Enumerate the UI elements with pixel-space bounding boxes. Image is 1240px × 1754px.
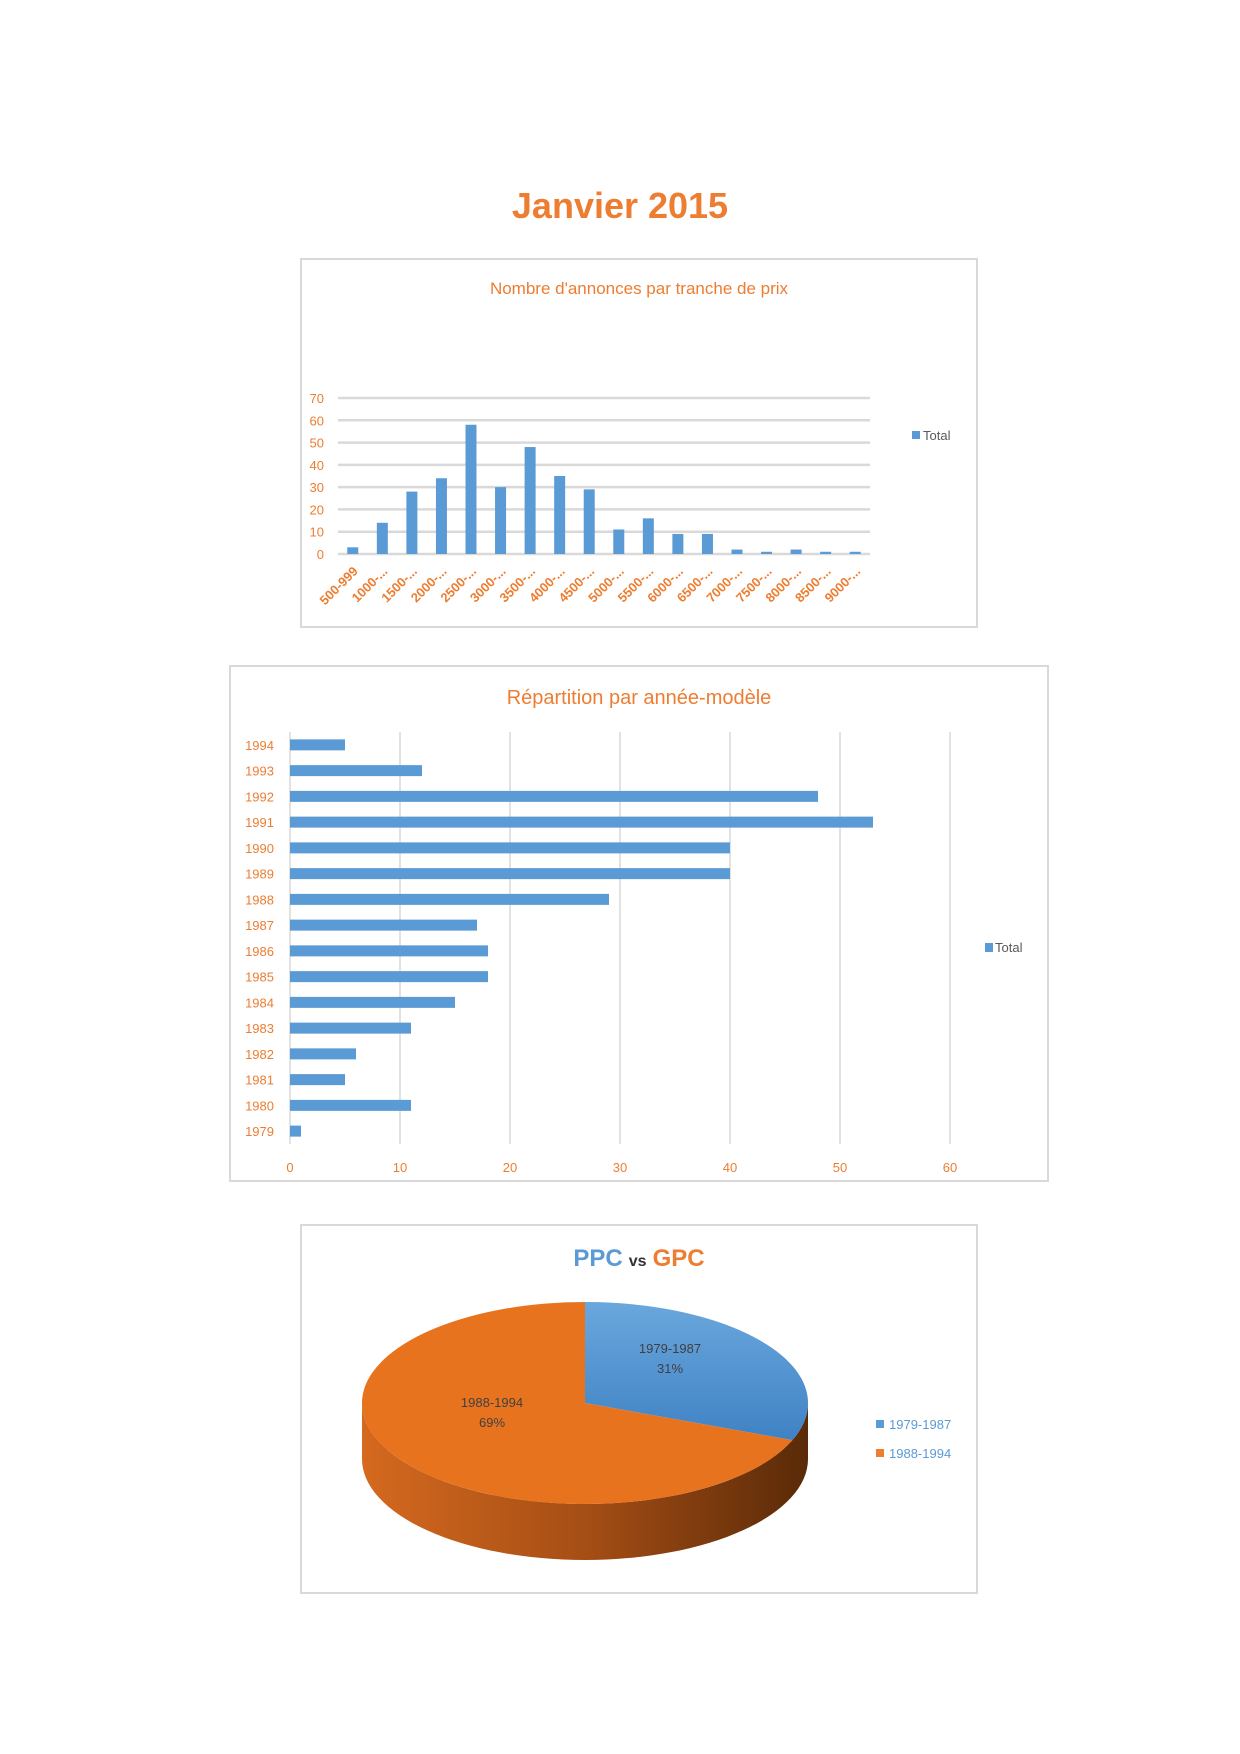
- x-tick-label: 60: [943, 1160, 957, 1175]
- pie-data-label: 1988-1994: [461, 1395, 523, 1410]
- pie-chart-svg: PPC vs GPC 1979-1987 31% 1979-1987 1988-1994 6…: [362, 1245, 951, 1560]
- pie-title: PPC vs GPC: [573, 1245, 704, 1272]
- x-tick-label: 50: [833, 1160, 847, 1175]
- bar: [290, 1074, 345, 1086]
- bar: [554, 476, 566, 554]
- model-year-chart-svg: Répartition par année-modèle 0 10 20 30 40 50…: [245, 687, 1023, 1175]
- price-range-chart: Nombre d'annonces par tranche de prix 0 1…: [300, 258, 978, 628]
- y-tick-label: 20: [310, 502, 324, 517]
- x-tick-label: 20: [503, 1160, 517, 1175]
- y-tick-label: 0: [317, 547, 324, 562]
- y-tick-label: 1987: [245, 918, 274, 933]
- bar: [290, 816, 873, 828]
- bar: [290, 1125, 301, 1137]
- bar: [290, 1099, 411, 1111]
- y-tick-label: 1989: [245, 867, 274, 882]
- legend-label: 1988-1994: [889, 1446, 951, 1461]
- bar: [790, 549, 802, 554]
- pie-chart: PPC vs GPC 1979-1987 31% 1979-1987 1988-1994 6…: [300, 1224, 978, 1594]
- bar: [672, 533, 684, 554]
- y-tick-label: 1980: [245, 1098, 274, 1113]
- bar: [347, 547, 359, 554]
- bar: [290, 739, 345, 751]
- y-tick-label: 60: [310, 413, 324, 428]
- x-tick-label: 10: [393, 1160, 407, 1175]
- y-tick-label: 1982: [245, 1047, 274, 1062]
- bar: [849, 551, 861, 554]
- y-tick-label: 1990: [245, 841, 274, 856]
- price-range-chart-svg: Nombre d'annonces par tranche de prix 0 1…: [310, 279, 951, 608]
- legend-label: Total: [995, 940, 1023, 955]
- y-tick-label: 1986: [245, 944, 274, 959]
- bar: [290, 842, 730, 854]
- y-tick-label: 1991: [245, 815, 274, 830]
- bar: [290, 765, 422, 777]
- y-tick-label: 10: [310, 525, 324, 540]
- pie-data-value: 69%: [479, 1415, 505, 1430]
- y-tick-label: 50: [310, 436, 324, 451]
- bar: [406, 491, 418, 554]
- chart-title: Nombre d'annonces par tranche de prix: [490, 279, 789, 298]
- bar: [290, 919, 477, 931]
- bar: [290, 1048, 356, 1060]
- y-tick-label: 1984: [245, 995, 274, 1010]
- bar: [376, 522, 388, 554]
- y-tick-label: 1992: [245, 789, 274, 804]
- bar: [465, 424, 477, 554]
- pie-data-label: 1979-1987: [639, 1341, 701, 1356]
- bar: [290, 893, 609, 905]
- bar: [613, 529, 625, 554]
- bar: [290, 945, 488, 957]
- pie-side-1988-1994: [362, 1403, 808, 1560]
- bar: [761, 551, 773, 554]
- page-title: Janvier 2015: [511, 185, 729, 226]
- y-tick-label: 1993: [245, 764, 274, 779]
- x-tick-label: 30: [613, 1160, 627, 1175]
- pie-slice-1988-1994: [362, 1302, 793, 1504]
- chart-title: Répartition par année-modèle: [507, 687, 772, 709]
- bar: [290, 790, 818, 802]
- y-tick-label: 70: [310, 391, 324, 406]
- legend-swatch: [912, 431, 920, 439]
- bar: [731, 549, 743, 554]
- title-vs: vs: [629, 1253, 647, 1270]
- bar: [435, 478, 447, 554]
- bar: [290, 971, 488, 983]
- legend-swatch: [876, 1449, 884, 1457]
- bar: [290, 996, 455, 1008]
- y-tick-label: 1988: [245, 892, 274, 907]
- bar: [290, 868, 730, 880]
- model-year-chart: Répartition par année-modèle 0 10 20 30 40 50…: [229, 665, 1049, 1182]
- y-tick-label: 1994: [245, 738, 274, 753]
- y-tick-label: 1979: [245, 1124, 274, 1139]
- y-tick-label: 1981: [245, 1073, 274, 1088]
- bar: [642, 518, 654, 554]
- pie-slice-1979-1987: [585, 1302, 808, 1441]
- y-tick-label: 1985: [245, 970, 274, 985]
- pie-data-value: 31%: [657, 1361, 683, 1376]
- x-tick-label: 0: [286, 1160, 293, 1175]
- y-tick-label: 40: [310, 458, 324, 473]
- bar: [583, 489, 595, 554]
- y-tick-label: 1983: [245, 1021, 274, 1036]
- legend-label: 1979-1987: [889, 1417, 951, 1432]
- bar: [524, 447, 536, 554]
- bar: [495, 487, 507, 554]
- legend-swatch: [876, 1420, 884, 1428]
- bar: [290, 1022, 411, 1034]
- title-gpc: GPC: [653, 1245, 705, 1272]
- legend-label: Total: [923, 428, 951, 443]
- x-tick-label: 40: [723, 1160, 737, 1175]
- bar: [701, 533, 713, 554]
- legend-swatch: [985, 943, 993, 952]
- title-ppc: PPC: [573, 1245, 622, 1272]
- y-tick-label: 30: [310, 480, 324, 495]
- bar: [820, 551, 832, 554]
